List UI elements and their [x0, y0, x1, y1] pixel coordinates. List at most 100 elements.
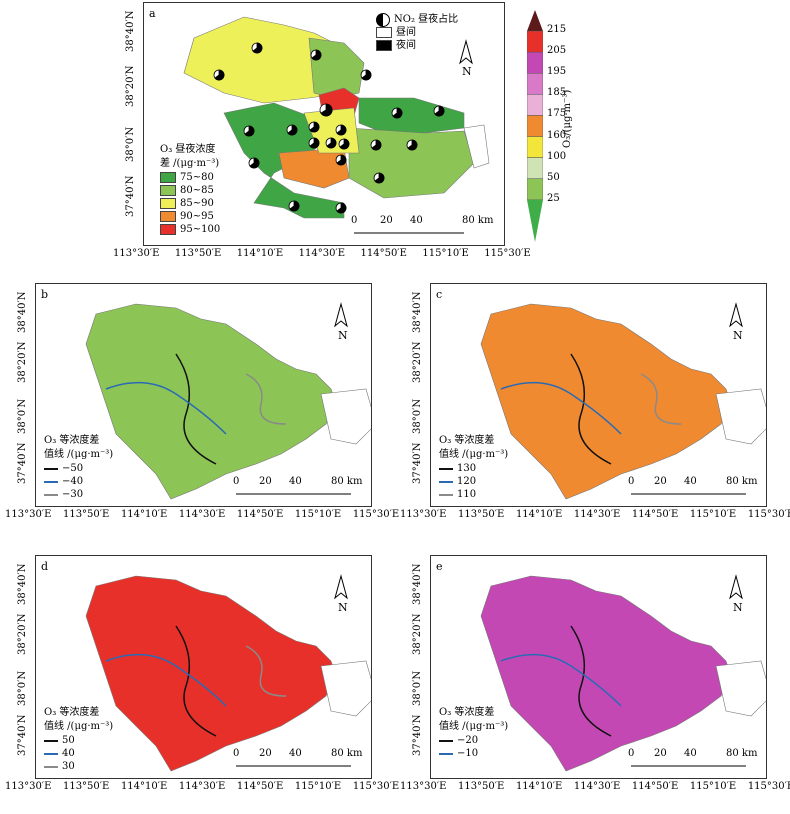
colorbar: [526, 10, 544, 242]
legend-unit: 值线 /(μg·m⁻³): [439, 721, 509, 732]
lon-tick: 114°50′E: [631, 509, 679, 520]
legend-line-row: −50: [44, 462, 113, 475]
legend-line-label: 130: [457, 462, 477, 474]
region-white-east: [463, 124, 490, 169]
lat-tick: 38°0′N: [17, 670, 28, 706]
scale-0: 0: [233, 476, 240, 487]
north-label: N: [338, 329, 348, 342]
contour-legend: O₃ 等浓度差 值线 /(μg·m⁻³) −50 −40 −30: [44, 434, 113, 501]
colorbar-tick: 185: [547, 87, 567, 99]
lon-tick: 114°10′E: [120, 509, 168, 520]
lon-tick: 113°50′E: [174, 248, 222, 259]
colorbar-tick: 175: [547, 108, 567, 120]
lat-tick: 37°40′N: [17, 714, 28, 757]
legend-line-swatch: [44, 467, 58, 470]
scale-80: 80 km: [331, 748, 363, 759]
north-label: N: [733, 329, 743, 342]
north-arrow: [729, 574, 743, 600]
legend-line-label: 120: [457, 475, 477, 487]
panel-letter: b: [41, 288, 49, 301]
legend-class: 90~95: [160, 210, 220, 223]
legend-line-row: 120: [439, 475, 508, 488]
lon-tick: 113°50′E: [457, 509, 505, 520]
contour-legend: O₃ 等浓度差 值线 /(μg·m⁻³) 130 120 110: [439, 434, 508, 501]
lat-tick: 38°40′N: [17, 563, 28, 605]
legend-class: 95~100: [160, 223, 220, 236]
legend-unit: 值线 /(μg·m⁻³): [44, 449, 114, 460]
colorbar-tick: 50: [547, 171, 560, 183]
lon-tick: 115°10′E: [294, 781, 342, 792]
legend-line-label: −50: [62, 462, 84, 474]
scale-80: 80 km: [726, 748, 758, 759]
map-d: [85, 574, 371, 772]
contour-line: [105, 653, 227, 707]
lat-tick: 38°0′N: [412, 670, 423, 706]
lon-tick: 115°30′E: [484, 248, 531, 259]
contour-line: [570, 353, 612, 465]
lat-tick: 38°20′N: [412, 613, 423, 656]
lon-tick: 114°50′E: [631, 781, 679, 792]
region-green-east: [358, 97, 465, 134]
lon-tick: 114°50′E: [360, 248, 407, 259]
lat-tick: 38°40′N: [412, 563, 423, 605]
scale-40: 40: [289, 476, 302, 487]
lon-tick: 115°10′E: [689, 781, 737, 792]
legend-line-row: −30: [44, 488, 113, 501]
lon-tick: 113°30′E: [113, 248, 160, 259]
legend-line-swatch: [44, 493, 58, 496]
colorbar-segment: [526, 94, 544, 116]
legend-swatch: [160, 224, 176, 235]
colorbar-tick: 25: [547, 192, 560, 204]
lon-tick: 114°10′E: [515, 781, 563, 792]
colorbar-top-arrow: [527, 10, 543, 32]
legend-title: O₃ 等浓度差: [439, 707, 495, 718]
panel-a: a: [143, 2, 505, 246]
legend-swatch: [160, 198, 176, 209]
region-fill: [480, 303, 732, 500]
lon-tick: 115°30′E: [352, 509, 400, 520]
legend-title: O₃ 等浓度差: [44, 707, 100, 718]
panel-letter: c: [436, 288, 443, 301]
lon-tick: 113°50′E: [457, 781, 505, 792]
lon-tick: 114°30′E: [573, 509, 621, 520]
legend-unit: 值线 /(μg·m⁻³): [439, 449, 509, 460]
scale-40: 40: [289, 748, 302, 759]
lon-tick: 115°10′E: [294, 509, 342, 520]
panel-letter: d: [41, 560, 49, 573]
scale-20: 20: [654, 748, 667, 759]
contour-line: [245, 645, 287, 697]
region-white: [715, 660, 766, 717]
lon-tick: 114°50′E: [236, 781, 284, 792]
colorbar-title: O₃/(μg·m⁻³): [562, 89, 573, 148]
legend-line-swatch: [439, 739, 453, 742]
legend-class: 75~80: [160, 171, 220, 184]
lon-tick: 113°30′E: [400, 781, 447, 792]
scale-20: 20: [259, 476, 272, 487]
lat-tick: 38°20′N: [125, 65, 136, 107]
legend-line-label: 50: [62, 734, 75, 746]
lon-tick: 114°30′E: [178, 509, 226, 520]
no2-pies: [213, 42, 445, 214]
scale-40: 40: [684, 476, 697, 487]
colorbar-tick: 195: [547, 66, 567, 78]
legend-swatch: [160, 211, 176, 222]
lon-tick: 113°50′E: [62, 509, 110, 520]
legend-line-swatch: [44, 765, 58, 768]
panel-letter: e: [436, 560, 443, 573]
scale-80: 80 km: [726, 476, 758, 487]
legend-line-swatch: [439, 467, 453, 470]
legend-line-label: −10: [457, 747, 479, 759]
colorbar-segment: [526, 30, 544, 53]
north-arrow: [729, 302, 743, 328]
lat-tick: 38°0′N: [125, 126, 136, 162]
legend-label: 85~90: [180, 197, 214, 209]
lat-tick: 38°20′N: [412, 341, 423, 384]
no2-legend: NO₂ 昼夜占比 昼间 夜间: [376, 12, 458, 52]
north-arrow-a: [459, 39, 473, 65]
legend-line-row: 130: [439, 462, 508, 475]
region-white: [320, 388, 371, 445]
north-label: N: [338, 601, 348, 614]
scale-20: 20: [654, 476, 667, 487]
legend-unit: 值线 /(μg·m⁻³): [44, 721, 114, 732]
lon-tick: 114°30′E: [573, 781, 621, 792]
